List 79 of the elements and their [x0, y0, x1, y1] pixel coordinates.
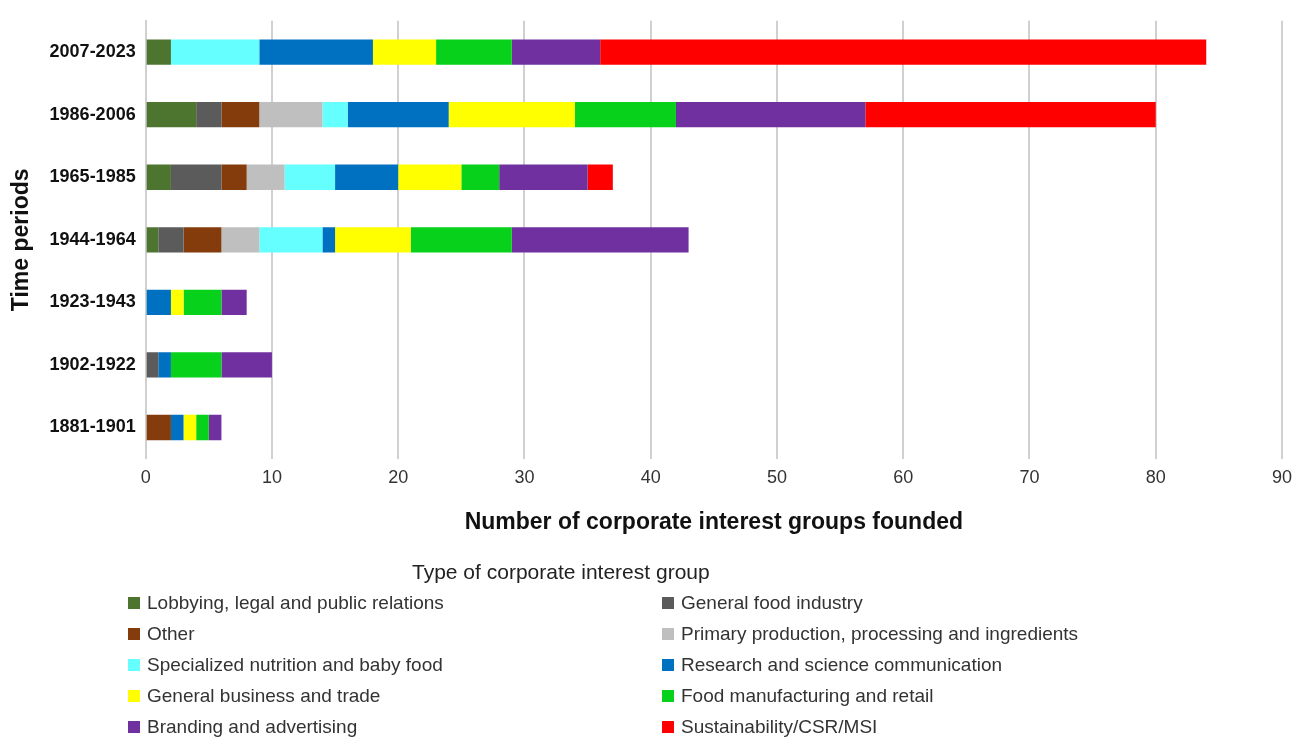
- bar: [170, 39, 260, 65]
- bar: [322, 227, 336, 253]
- bar: [448, 101, 575, 128]
- bar: [221, 289, 247, 316]
- bar: [158, 227, 184, 253]
- legend-label: Other: [147, 623, 195, 645]
- y-tick-label: 1965-1985: [49, 166, 136, 187]
- legend-title: Type of corporate interest group: [412, 560, 711, 584]
- bar: [158, 352, 171, 378]
- legend-label: General business and trade: [147, 685, 381, 707]
- y-tick-label: 2007-2023: [49, 41, 136, 62]
- x-tick-label: 0: [140, 466, 151, 487]
- bar: [284, 164, 336, 190]
- bar: [574, 101, 676, 128]
- bar: [410, 227, 512, 253]
- y-axis-title: Time periods: [7, 168, 34, 312]
- bar: [146, 227, 159, 253]
- bar: [246, 164, 285, 190]
- legend-label: Primary production, processing and ingredients: [681, 623, 1079, 645]
- bar: [208, 414, 222, 441]
- y-tick-label: 1881-1901: [49, 416, 136, 437]
- bar: [511, 227, 689, 253]
- x-tick-label: 60: [893, 466, 914, 487]
- bar: [322, 101, 348, 128]
- x-tick-label: 70: [1019, 466, 1040, 487]
- y-tick-label: 1902-1922: [49, 353, 136, 374]
- bar: [865, 101, 1156, 128]
- legend-label: Lobbying, legal and public relations: [147, 592, 444, 614]
- x-tick-label: 40: [640, 466, 661, 487]
- y-tick-label: 1986-2006: [49, 103, 136, 124]
- y-tick-label: 1944-1964: [49, 228, 136, 249]
- bar: [221, 101, 260, 128]
- legend-label: Food manufacturing and retail: [681, 685, 934, 707]
- x-tick-label: 80: [1145, 466, 1166, 487]
- bar: [372, 39, 437, 65]
- bar: [600, 39, 1207, 65]
- bar: [335, 227, 411, 253]
- legend-label: Research and science communication: [681, 654, 1003, 676]
- bar: [461, 164, 500, 190]
- bar: [170, 414, 184, 441]
- bar: [221, 352, 272, 378]
- bar: [259, 39, 373, 65]
- bar: [675, 101, 866, 128]
- bar: [335, 164, 399, 190]
- bar: [146, 101, 197, 128]
- legend-label: Sustainability/CSR/MSI: [681, 716, 878, 738]
- bar: [221, 164, 247, 190]
- bar: [146, 164, 171, 190]
- bar: [259, 227, 323, 253]
- bar: [221, 227, 260, 253]
- bar: [259, 101, 323, 128]
- bar: [436, 39, 512, 65]
- bar: [587, 164, 613, 190]
- bar: [183, 414, 197, 441]
- x-tick-label: 30: [514, 466, 535, 487]
- legend-label: General food industry: [681, 592, 863, 614]
- legend-label: Specialized nutrition and baby food: [147, 654, 443, 676]
- bar: [146, 352, 159, 378]
- bar: [196, 101, 222, 128]
- x-tick-label: 10: [261, 466, 282, 487]
- x-tick-label: 50: [766, 466, 787, 487]
- x-axis-title: Number of corporate interest groups founded: [464, 507, 964, 534]
- bar: [347, 101, 449, 128]
- bar: [511, 39, 601, 65]
- legend-label: Branding and advertising: [147, 716, 358, 738]
- bar: [398, 164, 462, 190]
- bar: [170, 352, 222, 378]
- bar: [183, 289, 222, 316]
- bar: [183, 227, 222, 253]
- bar: [146, 414, 171, 441]
- bar: [146, 39, 171, 65]
- y-tick-label: 1923-1943: [49, 291, 136, 312]
- x-tick-label: 20: [388, 466, 409, 487]
- x-tick-label: 90: [1271, 466, 1293, 487]
- bar: [170, 164, 222, 190]
- bar: [146, 289, 171, 316]
- bar: [196, 414, 209, 441]
- bar: [499, 164, 588, 190]
- bar: [170, 289, 184, 316]
